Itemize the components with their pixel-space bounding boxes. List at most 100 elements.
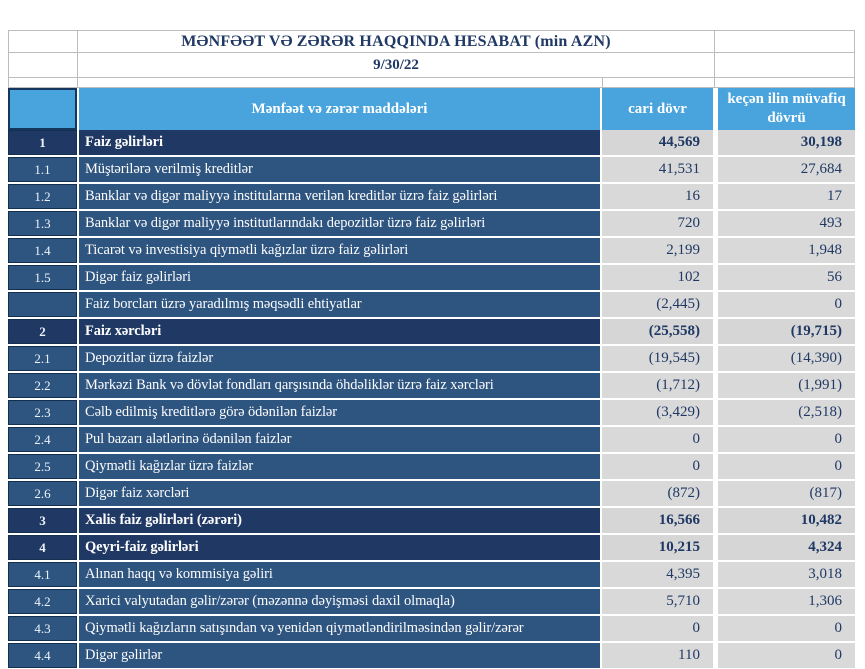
current-period-value-cell: 0 (602, 454, 713, 481)
column-gap (713, 427, 718, 454)
column-gap (713, 454, 718, 481)
column-gap (600, 157, 602, 184)
table-row: 1.2 Banklar və digər maliyyə instituların… (8, 184, 855, 211)
row-number-cell: 4.4 (8, 643, 77, 669)
spacer-row-cell (602, 77, 714, 88)
row-number-cell: 2.4 (8, 427, 77, 454)
column-gap (77, 319, 79, 346)
previous-period-value-cell: (19,715) (718, 319, 855, 346)
title-row-left-cell (8, 30, 77, 52)
column-gap (600, 454, 602, 481)
previous-period-value-cell: 56 (718, 265, 855, 292)
previous-period-value-cell: (1,991) (718, 373, 855, 400)
previous-period-value-cell: (817) (718, 481, 855, 508)
column-gap (77, 292, 79, 319)
previous-period-value-cell: 30,198 (718, 130, 855, 157)
row-label-cell: Faiz gəlirləri (79, 130, 600, 157)
row-number-cell: 4.2 (8, 589, 77, 616)
table-row: 3 Xalis faiz gəlirləri (zərəri) 16,566 10,4… (8, 508, 855, 535)
column-gap (77, 346, 79, 373)
column-gap (713, 373, 718, 400)
table-row: 4.2 Xarici valyutadan gəlir/zərər (məzənn… (8, 589, 855, 616)
row-label-cell: Qeyri-faiz gəlirləri (79, 535, 600, 562)
current-period-value-cell: 41,531 (602, 157, 713, 184)
previous-period-value-cell: 0 (718, 427, 855, 454)
column-gap (713, 319, 718, 346)
row-label-cell: Faiz borcları üzrə yaradılmış məqsədli e… (79, 292, 600, 319)
header-number-cell (8, 88, 77, 130)
row-label-cell: Faiz xərcləri (79, 319, 600, 346)
row-number-cell: 1.4 (8, 238, 77, 265)
table-row: 2.3 Cəlb edilmiş kreditlərə görə ödənilən… (8, 400, 855, 427)
table-row: 1.1 Müştərilərə verilmiş kreditlər 41,531 2… (8, 157, 855, 184)
table-row: 4.1 Alınan haqq və kommisiya gəliri 4,395 3… (8, 562, 855, 589)
row-label-cell: Qiymətli kağızların satışından və yenidə… (79, 616, 600, 643)
column-gap (713, 292, 718, 319)
column-gap (77, 616, 79, 643)
table-row: 4.3 Qiymətli kağızların satışından və yen… (8, 616, 855, 643)
header-previous-period: keçən ilin müvafiq dövrü (718, 88, 855, 130)
column-gap (713, 589, 718, 616)
previous-period-value-cell: 0 (718, 643, 855, 669)
table-row: 1.4 Ticarət və investisiya qiymətli kağız… (8, 238, 855, 265)
previous-period-value-cell: 27,684 (718, 157, 855, 184)
previous-period-value-cell: 4,324 (718, 535, 855, 562)
column-gap (713, 265, 718, 292)
current-period-value-cell: (2,445) (602, 292, 713, 319)
row-number-cell: 2 (8, 319, 77, 346)
row-label-cell: Pul bazarı alətlərinə ödənilən faizlər (79, 427, 600, 454)
current-period-value-cell: 0 (602, 616, 713, 643)
row-label-cell: Müştərilərə verilmiş kreditlər (79, 157, 600, 184)
column-gap (77, 157, 79, 184)
row-number-cell: 4 (8, 535, 77, 562)
column-gap (600, 211, 602, 238)
current-period-value-cell: 16,566 (602, 508, 713, 535)
table-row: 2.4 Pul bazarı alətlərinə ödənilən faizlə… (8, 427, 855, 454)
row-number-cell: 1.1 (8, 157, 77, 184)
column-gap (713, 508, 718, 535)
row-number-cell: 1 (8, 130, 77, 157)
current-period-value-cell: 10,215 (602, 535, 713, 562)
row-label-cell: Digər faiz gəlirləri (79, 265, 600, 292)
row-label-cell: Banklar və digər maliyyə institularına v… (79, 184, 600, 211)
current-period-value-cell: (25,558) (602, 319, 713, 346)
column-gap (77, 535, 79, 562)
current-period-value-cell: 16 (602, 184, 713, 211)
row-number-cell: 3 (8, 508, 77, 535)
table-row: 2.2 Mərkəzi Bank və dövlət fondları qarşı… (8, 373, 855, 400)
current-period-value-cell: 0 (602, 427, 713, 454)
column-gap (600, 346, 602, 373)
row-label-cell: Alınan haqq və kommisiya gəliri (79, 562, 600, 589)
column-gap (77, 373, 79, 400)
row-label-cell: Digər gəlirlər (79, 643, 600, 669)
table-row: 2 Faiz xərcləri (25,558) (19,715) (8, 319, 855, 346)
current-period-value-cell: 44,569 (602, 130, 713, 157)
title-row-right-cell (714, 30, 855, 52)
column-gap (600, 130, 602, 157)
table-row: 1 Faiz gəlirləri 44,569 30,198 (8, 130, 855, 157)
row-label-cell: Cəlb edilmiş kreditlərə görə ödənilən fa… (79, 400, 600, 427)
column-gap (77, 562, 79, 589)
table-body: 1 Faiz gəlirləri 44,569 30,198 1.1 Müştərilər… (8, 130, 855, 669)
previous-period-value-cell: 0 (718, 454, 855, 481)
column-gap (77, 481, 79, 508)
previous-period-value-cell: 10,482 (718, 508, 855, 535)
column-gap (600, 616, 602, 643)
previous-period-value-cell: 0 (718, 616, 855, 643)
previous-period-value-cell: 0 (718, 292, 855, 319)
column-gap (77, 508, 79, 535)
table-row: 1.3 Banklar və digər maliyyə institutları… (8, 211, 855, 238)
table-row: 2.1 Depozitlər üzrə faizlər (19,545) (14,39… (8, 346, 855, 373)
column-gap (77, 265, 79, 292)
table-row: Faiz borcları üzrə yaradılmış məqsədli e… (8, 292, 855, 319)
row-label-cell: Mərkəzi Bank və dövlət fondları qarşısın… (79, 373, 600, 400)
previous-period-value-cell: (14,390) (718, 346, 855, 373)
column-gap (713, 157, 718, 184)
column-gap (713, 643, 718, 669)
row-label-cell: Depozitlər üzrə faizlər (79, 346, 600, 373)
row-label-cell: Ticarət və investisiya qiymətli kağızlar… (79, 238, 600, 265)
report-date: 9/30/22 (77, 52, 714, 77)
column-gap (713, 184, 718, 211)
row-number-cell: 1.5 (8, 265, 77, 292)
